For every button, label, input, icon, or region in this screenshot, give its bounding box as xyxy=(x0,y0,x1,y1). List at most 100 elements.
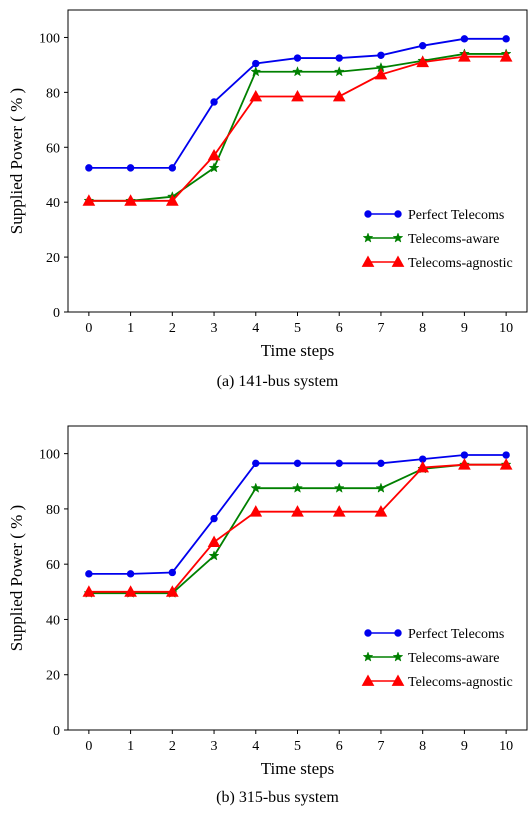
data-point xyxy=(210,514,218,523)
y-axis-label: Supplied Power ( % ) xyxy=(7,505,26,651)
data-point xyxy=(82,194,96,206)
data-point xyxy=(249,89,263,102)
y-axis-label: Supplied Power ( % ) xyxy=(7,88,26,234)
data-point xyxy=(418,41,427,50)
data-point xyxy=(126,164,135,172)
data-point xyxy=(210,98,218,106)
legend: Perfect Telecoms Telecoms-aware Telecoms-a… xyxy=(361,627,513,690)
x-tick-label: 0 xyxy=(85,321,92,336)
data-point xyxy=(249,505,263,517)
legend-marker xyxy=(391,674,405,686)
x-tick-label: 4 xyxy=(252,321,259,336)
x-tick-label: 2 xyxy=(169,321,176,336)
x-tick-label: 5 xyxy=(294,739,301,754)
data-point xyxy=(375,482,387,493)
data-point xyxy=(292,66,303,77)
data-point xyxy=(293,459,302,468)
legend-label: Telecoms-agnostic xyxy=(408,256,513,271)
legend-marker xyxy=(364,629,372,637)
data-point xyxy=(292,482,303,493)
x-tick-label: 2 xyxy=(169,739,176,754)
x-tick-label: 1 xyxy=(127,739,134,754)
data-point xyxy=(208,550,220,561)
data-point xyxy=(124,585,137,597)
data-point xyxy=(374,505,388,517)
data-point xyxy=(207,535,221,547)
legend-label: Telecoms-aware xyxy=(408,651,500,666)
y-tick-label: 0 xyxy=(53,724,60,739)
x-tick-label: 6 xyxy=(336,739,343,754)
y-tick-label: 20 xyxy=(46,669,60,684)
y-tick-label: 80 xyxy=(46,503,60,518)
data-point xyxy=(377,459,385,468)
x-axis-label: Time steps xyxy=(261,759,335,778)
legend-label: Perfect Telecoms xyxy=(408,208,504,223)
x-tick-label: 6 xyxy=(336,321,343,336)
y-tick-label: 40 xyxy=(46,613,60,628)
y-tick-label: 20 xyxy=(46,251,60,266)
data-point xyxy=(168,164,177,172)
y-tick-label: 80 xyxy=(46,86,60,101)
data-point xyxy=(416,460,430,473)
data-point xyxy=(250,66,262,77)
data-point xyxy=(207,148,221,161)
series-line-telecoms-agnostic xyxy=(88,55,507,202)
data-point xyxy=(499,50,513,62)
data-point xyxy=(252,459,260,468)
legend-marker xyxy=(391,255,405,267)
x-tick-label: 10 xyxy=(499,321,513,336)
data-point xyxy=(252,59,260,68)
data-point xyxy=(291,89,304,102)
data-point xyxy=(85,164,93,172)
data-point xyxy=(332,505,346,517)
data-point xyxy=(416,55,430,68)
data-point xyxy=(165,194,179,206)
series-line-telecoms-aware xyxy=(88,53,507,202)
x-tick-label: 8 xyxy=(419,321,426,336)
data-point xyxy=(82,585,96,597)
data-point xyxy=(126,570,135,578)
data-point xyxy=(208,162,220,173)
x-tick-label: 5 xyxy=(294,321,301,336)
data-point xyxy=(291,505,304,517)
data-point xyxy=(377,51,385,59)
x-tick-label: 7 xyxy=(377,739,384,754)
x-tick-label: 0 xyxy=(85,739,92,754)
data-point xyxy=(85,570,93,578)
data-point xyxy=(333,66,345,77)
data-point xyxy=(499,458,513,470)
data-point xyxy=(293,54,302,62)
data-point xyxy=(124,194,137,206)
x-tick-label: 4 xyxy=(252,739,259,754)
data-point xyxy=(374,67,388,80)
legend-marker xyxy=(394,210,402,218)
y-tick-label: 100 xyxy=(39,448,60,463)
legend-marker xyxy=(361,255,375,267)
y-tick-label: 60 xyxy=(46,558,60,573)
legend-label: Telecoms-aware xyxy=(408,232,500,247)
data-point xyxy=(168,568,177,577)
legend-marker xyxy=(394,629,402,637)
legend-label: Telecoms-agnostic xyxy=(408,675,513,690)
data-point xyxy=(332,89,346,102)
legend: Perfect Telecoms Telecoms-aware Telecoms-a… xyxy=(361,208,513,271)
data-point xyxy=(458,458,471,470)
x-tick-label: 9 xyxy=(461,739,468,754)
data-point xyxy=(460,451,469,459)
x-tick-label: 9 xyxy=(461,321,468,336)
figure-caption: (b) 315-bus system xyxy=(216,789,339,806)
legend-marker xyxy=(392,651,404,662)
x-tick-label: 3 xyxy=(211,321,218,336)
x-tick-label: 10 xyxy=(499,739,513,754)
data-point xyxy=(460,35,469,43)
x-tick-label: 3 xyxy=(211,739,218,754)
legend-label: Perfect Telecoms xyxy=(408,627,504,642)
data-point xyxy=(458,50,471,62)
data-point xyxy=(250,482,262,493)
figure-caption: (a) 141-bus system xyxy=(217,373,339,390)
x-tick-label: 8 xyxy=(419,739,426,754)
x-tick-label: 1 xyxy=(127,321,134,336)
